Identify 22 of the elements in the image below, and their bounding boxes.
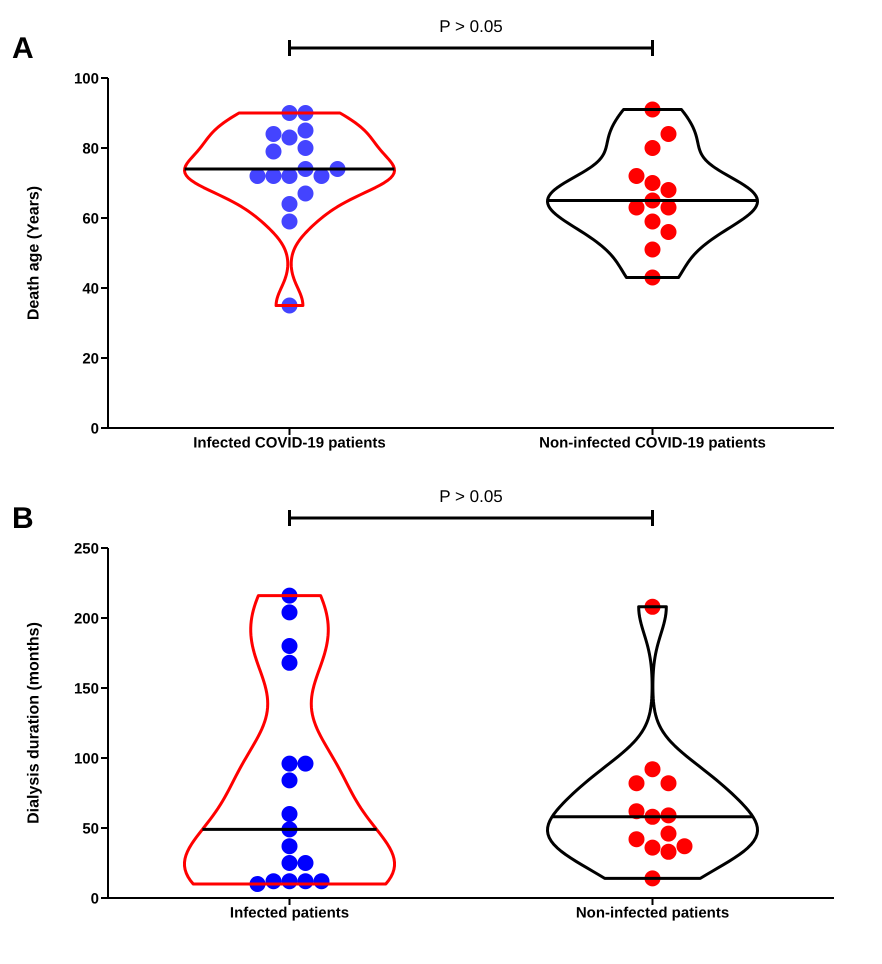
x-tick-label: Infected COVID-19 patients bbox=[193, 434, 386, 452]
y-tick-label: 100 bbox=[74, 750, 99, 768]
y-axis-title: Death age (Years) bbox=[26, 186, 43, 320]
x-tick-label: Infected patients bbox=[230, 904, 350, 922]
y-tick-label: 0 bbox=[90, 890, 99, 908]
y-tick-label: 0 bbox=[90, 420, 99, 438]
text: P > 0.05 bbox=[439, 17, 503, 36]
y-tick-label: 20 bbox=[82, 350, 99, 368]
y-tick-label: 50 bbox=[82, 820, 99, 838]
y-tick-label: 40 bbox=[82, 280, 99, 298]
y-tick-label: 150 bbox=[74, 680, 99, 698]
y-tick-label: 250 bbox=[74, 540, 99, 558]
text: P > 0.05 bbox=[439, 487, 503, 506]
y-tick-label: 80 bbox=[82, 140, 99, 158]
x-tick-label: Non-infected COVID-19 patients bbox=[539, 434, 766, 452]
y-tick-label: 200 bbox=[74, 610, 99, 628]
y-axis-title: Dialysis duration (months) bbox=[26, 622, 43, 824]
y-tick-label: 100 bbox=[74, 70, 99, 88]
chart-title: A bbox=[12, 32, 34, 65]
y-tick-label: 60 bbox=[82, 210, 99, 228]
chart-title: B bbox=[12, 502, 34, 535]
x-tick-label: Non-infected patients bbox=[576, 904, 730, 922]
